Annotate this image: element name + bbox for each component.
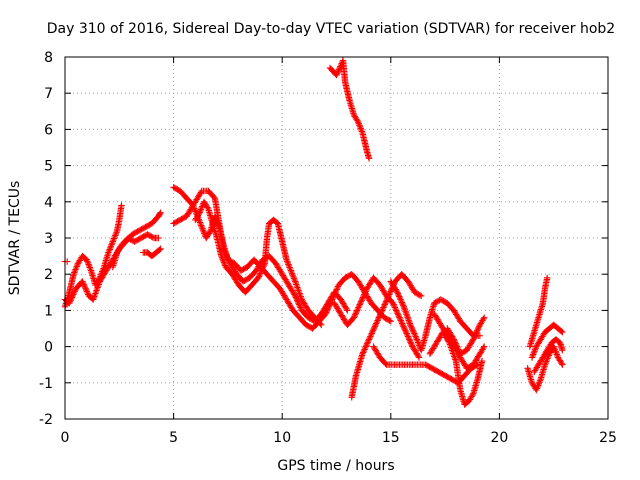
data-point-markers — [531, 336, 566, 376]
y-tick-label: 0 — [44, 340, 53, 356]
y-tick-label: 8 — [44, 50, 53, 66]
x-tick-label: 20 — [490, 430, 508, 446]
series-trace-20 — [531, 336, 566, 376]
x-axis-label: GPS time / hours — [277, 458, 394, 474]
data-point-markers — [348, 271, 425, 401]
series-trace-08 — [192, 198, 325, 329]
data-point-markers — [387, 278, 484, 354]
x-tick-label: 10 — [273, 430, 291, 446]
data-point-markers — [524, 343, 566, 394]
series-trace-04 — [109, 231, 162, 271]
series-trace-03 — [61, 209, 164, 307]
y-tick-label: 2 — [44, 267, 53, 283]
series-trace-01 — [61, 258, 71, 265]
data-point-markers — [61, 209, 164, 307]
y-tick-label: 6 — [44, 122, 53, 138]
data-point-markers — [140, 245, 164, 260]
data-point-markers — [109, 231, 162, 271]
data-point-markers — [326, 57, 373, 162]
x-tick-label: 5 — [169, 430, 178, 446]
data-point-markers — [528, 321, 566, 361]
chart-title: Day 310 of 2016, Sidereal Day-to-day VTE… — [47, 21, 615, 37]
series-trace-09 — [326, 57, 373, 162]
y-tick-label: 4 — [44, 195, 53, 211]
series-trace-11 — [331, 274, 423, 361]
y-tick-label: 5 — [44, 159, 53, 175]
data-point-markers — [331, 274, 423, 361]
series-trace-17 — [524, 343, 566, 394]
series-trace-19 — [528, 321, 566, 361]
x-tick-label: 15 — [382, 430, 400, 446]
series-trace-16 — [431, 310, 488, 372]
series-trace-10 — [348, 271, 425, 401]
data-marks — [61, 57, 566, 408]
data-point-markers — [192, 198, 325, 329]
data-point-markers — [370, 343, 481, 386]
data-point-markers — [61, 258, 71, 265]
data-point-markers — [431, 310, 488, 372]
y-tick-label: 7 — [44, 86, 53, 102]
y-tick-label: 3 — [44, 231, 53, 247]
x-tick-label: 25 — [599, 430, 617, 446]
y-axis-label: SDTVAR / TECUs — [7, 181, 23, 296]
series-trace-18 — [526, 274, 551, 350]
x-tick-label: 0 — [61, 430, 70, 446]
axis-ticks: 0 5 10 15 20 25 -2 -1 0 1 2 3 4 5 6 7 8 — [39, 50, 617, 446]
series-trace-13 — [387, 278, 484, 354]
y-tick-label: -1 — [39, 376, 53, 392]
series-trace-05 — [140, 245, 164, 260]
y-tick-label: -2 — [39, 412, 53, 428]
y-tick-label: 1 — [44, 303, 53, 319]
series-trace-12 — [370, 343, 481, 386]
data-point-markers — [526, 274, 551, 350]
